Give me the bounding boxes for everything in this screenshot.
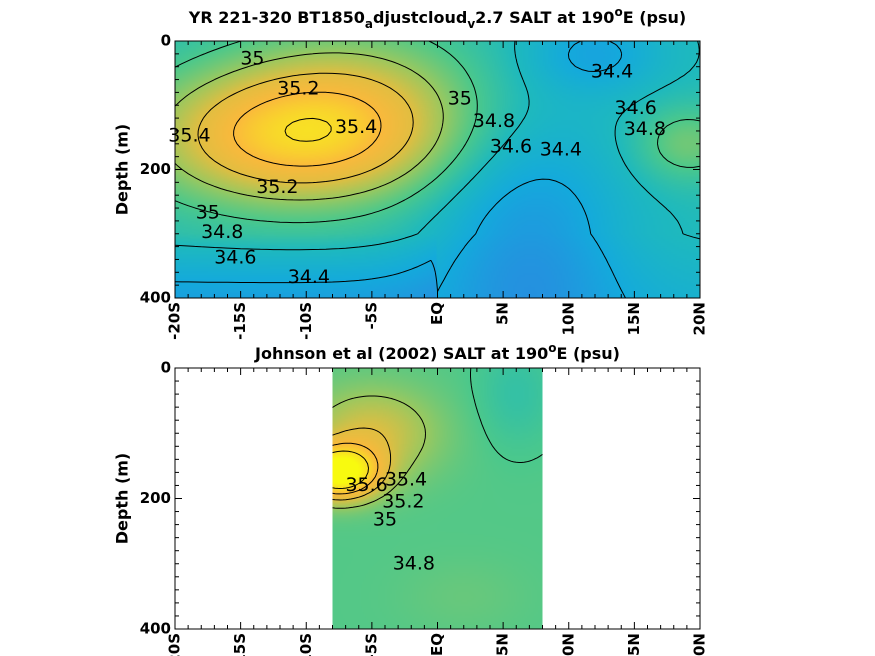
y-axis-label: Depth (m) [113, 453, 132, 545]
x-tick-label: -5S [362, 302, 380, 329]
contour-label: 35.4 [168, 125, 210, 147]
contour-label: 35.4 [335, 116, 377, 138]
x-tick-label: 20N [691, 633, 709, 656]
contour-lines [332, 367, 543, 509]
y-axis-label: Depth (m) [113, 124, 132, 216]
contour-label: 34.6 [214, 247, 256, 269]
y-tick-label: 200 [140, 489, 171, 507]
tick-marks [174, 40, 701, 299]
y-tick-label: 200 [140, 160, 171, 178]
x-tick-label: -20S [166, 633, 184, 656]
contour-label: 35 [240, 47, 264, 69]
contour-label: 35.6 [345, 474, 387, 496]
contour-label: 34.6 [615, 97, 657, 119]
x-tick-label: 15N [625, 302, 643, 335]
contour-line [174, 40, 701, 251]
contour-line [332, 395, 426, 509]
title-text: 2.7 SALT at 190 [475, 8, 614, 27]
x-tick-label: -15S [231, 302, 249, 340]
title-text: Johnson et al (2002) SALT at 190 [254, 344, 548, 363]
title-text: YR 221-320 BT1850 [188, 8, 365, 27]
salinity-heatmap [332, 368, 543, 629]
x-tick-label: -5S [362, 633, 380, 656]
contour-line [174, 40, 701, 224]
contour-line [174, 40, 626, 299]
contour-label: 34.4 [591, 60, 633, 82]
title-superscript: o [614, 5, 622, 19]
contour-label: 34.8 [201, 221, 243, 243]
contour-line [197, 72, 414, 184]
title-subscript: v [467, 17, 475, 31]
y-tick-label: 0 [161, 359, 171, 377]
contour-label: 34.4 [540, 139, 582, 161]
contour-line [284, 117, 332, 142]
x-tick-label: 10N [559, 633, 577, 656]
contour-line [470, 367, 543, 463]
x-tick-label: 10N [559, 302, 577, 335]
contour-label: 35.2 [277, 78, 319, 100]
x-tick-label: 5N [494, 302, 512, 325]
x-tick-label: -20S [166, 302, 184, 340]
contour-label: 35 [448, 87, 472, 109]
x-tick-label: -15S [231, 633, 249, 656]
contour-label: 34.8 [624, 118, 666, 140]
y-tick-label: 400 [140, 289, 171, 307]
x-tick-label: 20N [691, 302, 709, 335]
panel-2: 35.435.235 35.6 34.8 -20S -15S -10S -5S EQ 5N 10N… [113, 341, 709, 656]
y-tick-label: 0 [161, 32, 171, 50]
contour-label: 34.8 [473, 110, 515, 132]
contour-label: 34.4 [288, 266, 330, 288]
contour-label: 35.2 [256, 176, 298, 198]
contour-line [174, 52, 444, 201]
contour-label: 34.8 [393, 552, 435, 574]
title-text: E (psu) [556, 344, 620, 363]
y-tick-label: 400 [140, 620, 171, 638]
chart-title: Johnson et al (2002) SALT at 190oE (psu) [254, 341, 620, 363]
x-tick-label: 5N [494, 633, 512, 656]
contour-label: 35.2 [382, 490, 424, 512]
title-text: djustcloud [373, 8, 467, 27]
contour-line [332, 442, 379, 495]
contour-label: 35 [373, 509, 397, 531]
contour-label: 34.6 [490, 136, 532, 158]
title-superscript: o [548, 341, 556, 355]
x-tick-label: EQ [428, 302, 446, 325]
tick-marks [174, 367, 701, 630]
title-subscript: a [365, 17, 373, 31]
contour-line [233, 91, 382, 167]
chart-title: YR 221-320 BT1850adjustcloudv2.7 SALT at… [188, 5, 686, 31]
x-tick-label: 15N [625, 633, 643, 656]
contour-line [332, 450, 369, 489]
contour-label: 35.4 [385, 469, 427, 491]
x-tick-label: -10S [297, 302, 315, 340]
x-tick-label: -10S [297, 633, 315, 656]
contour-label: 35 [196, 202, 220, 224]
title-text: E (psu) [623, 8, 687, 27]
contour-lines [174, 40, 701, 299]
contour-line [332, 427, 392, 501]
x-tick-label: EQ [428, 633, 446, 656]
salinity-heatmap [175, 41, 700, 298]
